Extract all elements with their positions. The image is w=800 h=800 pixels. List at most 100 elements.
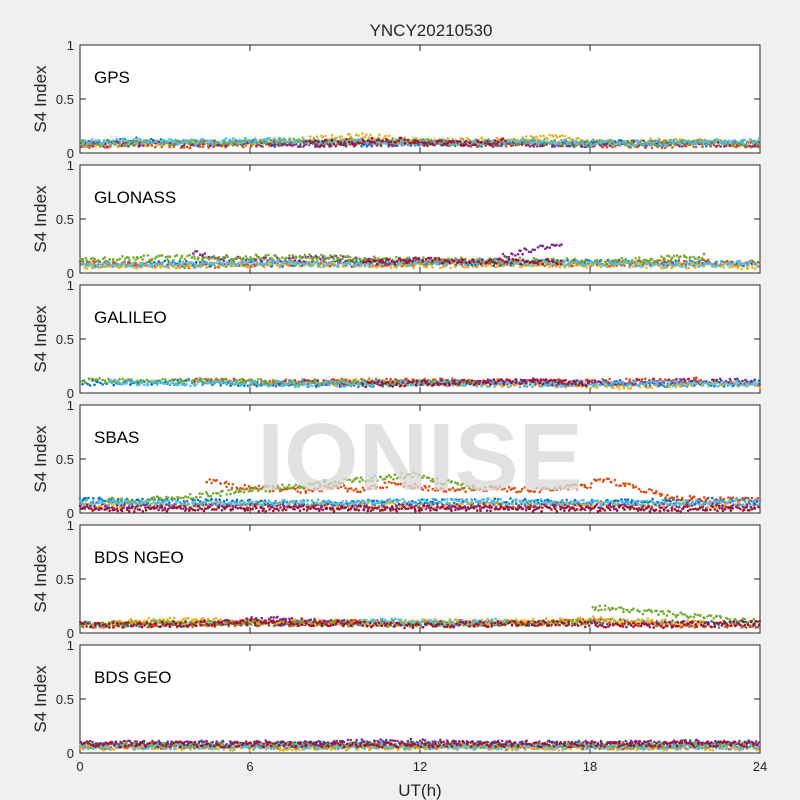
data-point [334,145,338,148]
data-point [458,263,462,266]
data-point [335,136,338,140]
data-point [685,139,688,143]
data-point [347,259,351,262]
data-point [644,377,647,381]
data-point [535,135,538,139]
data-point [337,264,340,268]
data-point [183,257,187,261]
data-point [580,142,584,145]
data-point [253,137,257,141]
data-point [642,139,645,143]
data-point [721,259,724,263]
data-point [526,260,529,263]
data-point [601,378,604,381]
data-point [166,258,169,261]
data-point [216,258,219,262]
data-point [448,262,452,265]
data-point [504,139,507,143]
data-point [746,142,749,146]
data-point [566,263,569,266]
data-point [635,262,638,265]
data-point [636,145,639,149]
data-point [91,145,94,148]
data-point [300,256,304,260]
data-point [408,141,412,145]
data-point [529,134,533,138]
data-point [727,139,731,142]
data-point [619,142,622,145]
data-point [163,259,167,263]
data-point [301,136,304,139]
data-point [497,140,500,144]
data-point [689,260,692,264]
data-point [711,262,715,266]
data-point [642,143,645,147]
data-point [305,261,309,265]
data-point [656,139,659,143]
data-point [371,265,375,269]
data-point [385,377,388,381]
data-point [585,266,589,269]
data-point [692,142,695,146]
data-point [333,139,337,142]
data-point [668,254,671,258]
data-point [532,256,536,260]
data-point [115,137,118,141]
data-point [227,140,230,143]
data-point [105,145,109,148]
data-point [438,258,441,262]
data-point [212,145,215,148]
data-point [701,145,704,149]
data-point [552,140,555,143]
data-point [649,143,652,147]
data-point [468,141,472,144]
data-point [296,145,300,149]
data-point [260,257,264,260]
data-point [548,133,551,137]
data-point [577,142,581,146]
data-point [638,385,642,389]
data-point [142,254,146,257]
data-point [242,256,245,260]
data-point [164,255,168,259]
data-point [646,143,649,146]
axes-frame [79,284,761,394]
data-point [626,144,629,147]
data-point [722,140,725,143]
data-point [96,265,99,268]
data-point [486,263,490,267]
data-point [176,266,179,269]
data-point [413,142,417,145]
data-point [589,386,593,390]
data-point [322,257,325,261]
data-point [551,135,555,138]
data-point [406,138,410,142]
data-point [236,141,240,144]
data-point [88,142,92,145]
data-point [304,140,308,143]
data-point [706,262,710,265]
data-point [699,378,702,382]
data-point [174,138,177,142]
data-point [525,248,528,251]
data-point [395,255,398,259]
data-point [707,384,710,388]
data-point [384,262,387,266]
data-point [192,254,196,258]
data-point [645,266,648,270]
data-point [417,257,421,260]
data-point [489,258,493,261]
data-point [491,260,494,264]
data-point [520,265,524,268]
data-point [734,145,738,149]
data-point [378,133,381,136]
data-point [180,254,184,258]
data-point [291,254,295,257]
data-point [501,252,505,256]
data-point [581,139,585,143]
data-point [559,259,563,263]
data-point [678,144,681,148]
data-point [717,264,721,268]
data-point [250,263,254,267]
data-point [519,262,523,266]
